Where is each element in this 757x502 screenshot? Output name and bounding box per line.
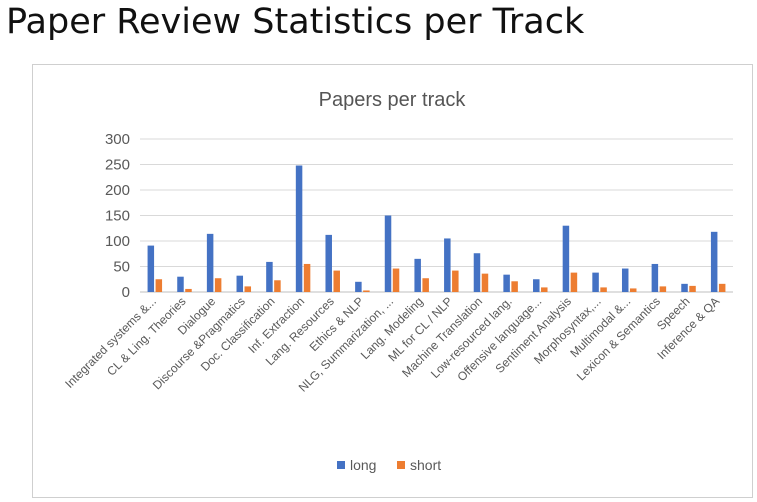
bar-short [481,273,489,292]
bar-short [155,279,163,292]
bar-short [185,288,192,292]
y-tick-label: 150 [105,208,130,225]
bar-long [384,215,392,292]
bar-long [444,238,451,292]
chart-title: Papers per track [319,89,467,111]
bar-long [206,233,214,292]
bar-short [452,270,459,292]
bar-long [355,281,362,292]
bar-long [533,279,540,292]
bar-short [363,290,370,292]
bar-long [710,231,718,292]
bar-long [651,263,659,292]
y-axis-ticks: 0 50 100 150 200 250 300 [105,131,130,301]
bar-long [473,253,481,292]
bar-long [177,276,184,292]
y-tick-label: 250 [105,157,130,174]
bar-short [244,286,252,292]
slide-title: Paper Review Statistics per Track [6,2,585,42]
bar-short [333,270,340,292]
bar-short [570,272,578,292]
y-tick-label: 300 [105,131,130,148]
bar-short [718,283,726,292]
bar-long [325,234,332,292]
bar-long [236,275,244,292]
bar-long [621,268,629,292]
bar-short [274,280,281,292]
y-tick-label: 100 [105,233,130,250]
bar-long [503,274,510,292]
legend: long short [337,457,441,473]
bar-long [592,272,599,292]
category-labels: Integrated systems &...CL & Ling. Theori… [62,294,722,395]
y-tick-label: 200 [105,182,130,199]
y-tick-label: 50 [113,259,130,276]
legend-swatch-short [397,461,405,469]
bar-short [629,288,637,292]
bar-long [681,283,688,292]
y-tick-label: 0 [122,284,130,301]
bar-short [303,263,311,292]
bar-short [600,287,607,292]
bar-long [147,245,155,292]
legend-label-long: long [350,457,376,473]
bar-short [511,281,518,292]
bar-short [392,268,400,292]
legend-label-short: short [410,457,441,473]
bar-short [422,278,429,292]
bar-long [266,261,273,292]
bars [147,165,726,292]
gridlines [140,138,733,293]
bar-long [562,225,570,292]
bar-short [659,286,667,292]
legend-swatch-long [337,461,345,469]
bar-short [541,287,548,292]
bar-short [689,285,696,292]
bar-long [295,165,303,292]
bar-short [214,278,222,292]
bar-long [414,258,421,292]
